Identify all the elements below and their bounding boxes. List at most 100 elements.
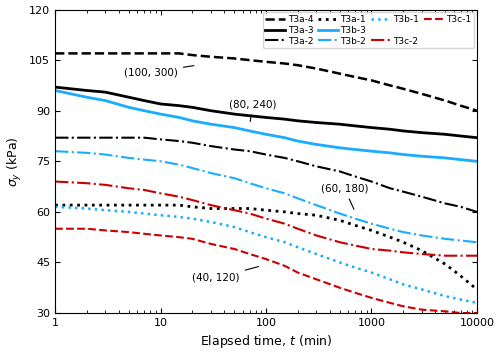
T3b-3 [232, 125, 237, 130]
T3b-3 [282, 136, 288, 140]
T3a-4 [52, 51, 58, 56]
T3a-1 [176, 203, 182, 207]
T3b-3 [263, 132, 269, 136]
T3c-2 [190, 198, 196, 202]
T3a-2 [190, 141, 196, 145]
T3a-1 [336, 218, 342, 222]
T3c-2 [352, 244, 358, 248]
T3a-3 [474, 136, 480, 140]
T3c-1 [208, 242, 214, 246]
T3c-1 [419, 308, 425, 312]
T3b-2 [102, 152, 108, 157]
T3c-1 [295, 271, 301, 275]
T3c-2 [126, 186, 132, 190]
T3a-2 [246, 149, 252, 153]
T3a-3 [336, 122, 342, 126]
T3a-3 [263, 115, 269, 120]
T3b-1 [474, 301, 480, 305]
T3a-2 [102, 136, 108, 140]
T3c-2 [474, 253, 480, 258]
T3a-4 [458, 104, 464, 108]
T3a-3 [102, 90, 108, 94]
T3a-3 [126, 95, 132, 99]
T3b-2 [458, 239, 464, 243]
T3b-2 [400, 230, 406, 234]
T3b-2 [232, 176, 237, 180]
T3c-2 [336, 240, 342, 244]
Line: T3a-1: T3a-1 [55, 205, 477, 289]
T3c-1 [336, 286, 342, 290]
T3b-2 [282, 191, 288, 195]
T3a-4 [442, 99, 448, 103]
T3a-3 [282, 117, 288, 121]
T3a-4 [246, 58, 252, 62]
T3a-4 [141, 51, 147, 56]
T3a-2 [263, 152, 269, 157]
T3c-1 [141, 232, 147, 236]
T3a-1 [400, 240, 406, 244]
T3b-2 [368, 221, 374, 226]
Line: T3c-1: T3c-1 [55, 229, 477, 313]
T3c-1 [314, 277, 320, 282]
T3a-2 [232, 147, 237, 152]
T3b-3 [176, 115, 182, 120]
T3c-1 [84, 226, 90, 231]
T3a-1 [208, 206, 214, 211]
T3a-4 [314, 67, 320, 71]
T3b-2 [246, 181, 252, 185]
T3a-1 [102, 203, 108, 207]
T3a-3 [232, 112, 237, 116]
T3a-3 [442, 132, 448, 136]
T3b-2 [442, 237, 448, 241]
T3a-4 [176, 51, 182, 56]
T3b-3 [336, 146, 342, 150]
T3b-1 [126, 210, 132, 214]
T3a-3 [52, 85, 58, 89]
T3c-1 [474, 311, 480, 315]
T3b-3 [442, 156, 448, 160]
T3b-3 [314, 142, 320, 147]
T3b-1 [102, 208, 108, 212]
T3a-2 [352, 174, 358, 179]
T3b-2 [314, 203, 320, 207]
T3c-1 [176, 235, 182, 239]
T3b-3 [474, 159, 480, 163]
T3a-2 [52, 136, 58, 140]
T3a-1 [263, 208, 269, 212]
T3b-1 [282, 240, 288, 244]
T3a-2 [314, 164, 320, 168]
T3b-2 [208, 171, 214, 175]
T3a-1 [387, 235, 393, 239]
T3b-3 [387, 151, 393, 155]
T3b-3 [419, 154, 425, 158]
X-axis label: Elapsed time, $t$ (min): Elapsed time, $t$ (min) [200, 334, 332, 350]
T3c-2 [295, 226, 301, 231]
T3a-3 [246, 114, 252, 118]
T3a-1 [419, 248, 425, 253]
T3b-2 [176, 163, 182, 167]
T3c-1 [102, 228, 108, 232]
T3c-1 [52, 226, 58, 231]
T3a-2 [442, 201, 448, 205]
T3b-2 [336, 211, 342, 216]
T3b-3 [102, 99, 108, 103]
T3a-4 [474, 109, 480, 113]
T3a-3 [352, 124, 358, 128]
Line: T3c-2: T3c-2 [55, 182, 477, 256]
T3b-2 [352, 216, 358, 221]
T3a-1 [314, 213, 320, 218]
Line: T3b-2: T3b-2 [55, 151, 477, 242]
T3b-3 [368, 149, 374, 153]
T3a-3 [295, 119, 301, 123]
T3a-1 [190, 205, 196, 209]
T3c-1 [126, 230, 132, 234]
T3a-3 [158, 102, 164, 106]
T3a-4 [352, 75, 358, 79]
Line: T3a-3: T3a-3 [55, 87, 477, 138]
T3a-1 [442, 262, 448, 266]
T3c-2 [419, 252, 425, 256]
T3a-1 [84, 203, 90, 207]
T3a-4 [419, 92, 425, 96]
T3b-1 [336, 260, 342, 265]
T3c-1 [352, 290, 358, 295]
